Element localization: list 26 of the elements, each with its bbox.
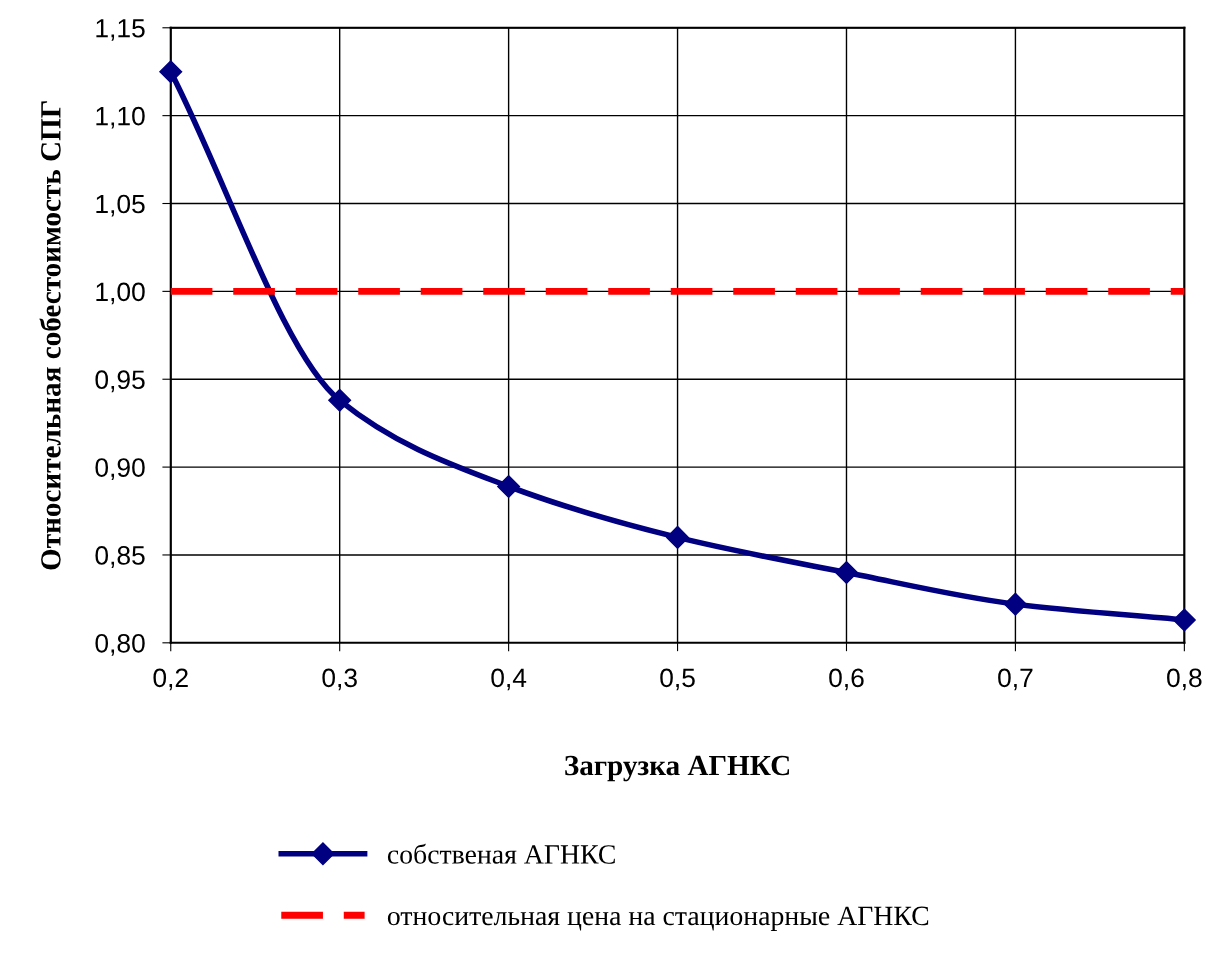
- x-axis-title: Загрузка АГНКС: [565, 755, 790, 782]
- y-tick-label: 0,90: [95, 458, 145, 481]
- point: [328, 388, 352, 412]
- x-tick-label: 0,5: [660, 668, 695, 691]
- y-tick-label: 1,10: [96, 106, 145, 129]
- x-tick-label: 0,6: [829, 668, 864, 691]
- point: [497, 474, 521, 498]
- x-tick-label: 0,3: [322, 668, 357, 691]
- y-tick-label: 0,85: [95, 546, 145, 568]
- y-tick-label: 1,05: [96, 194, 145, 217]
- legend-label: относительная цена на стационарные АГНКС: [387, 906, 929, 931]
- y-tick-label: 0,95: [95, 370, 145, 393]
- point: [159, 60, 183, 84]
- x-tick-label: 0,2: [153, 668, 188, 691]
- y-tick-label: 0,80: [95, 633, 145, 656]
- y-tick-label: 1,15: [96, 19, 145, 41]
- point: [834, 561, 858, 585]
- point: [666, 525, 690, 549]
- point: [1172, 608, 1196, 632]
- point: [1003, 592, 1027, 616]
- x-tick-label: 0,7: [998, 668, 1033, 691]
- y-tick-label: 1,00: [96, 282, 145, 305]
- x-tick-label: 0,8: [1167, 668, 1202, 691]
- legend-label: собственая АГНКС: [387, 843, 615, 864]
- y-axis-title: Относительная собестоимость СПГ: [39, 101, 61, 570]
- x-tick-label: 0,4: [491, 668, 527, 691]
